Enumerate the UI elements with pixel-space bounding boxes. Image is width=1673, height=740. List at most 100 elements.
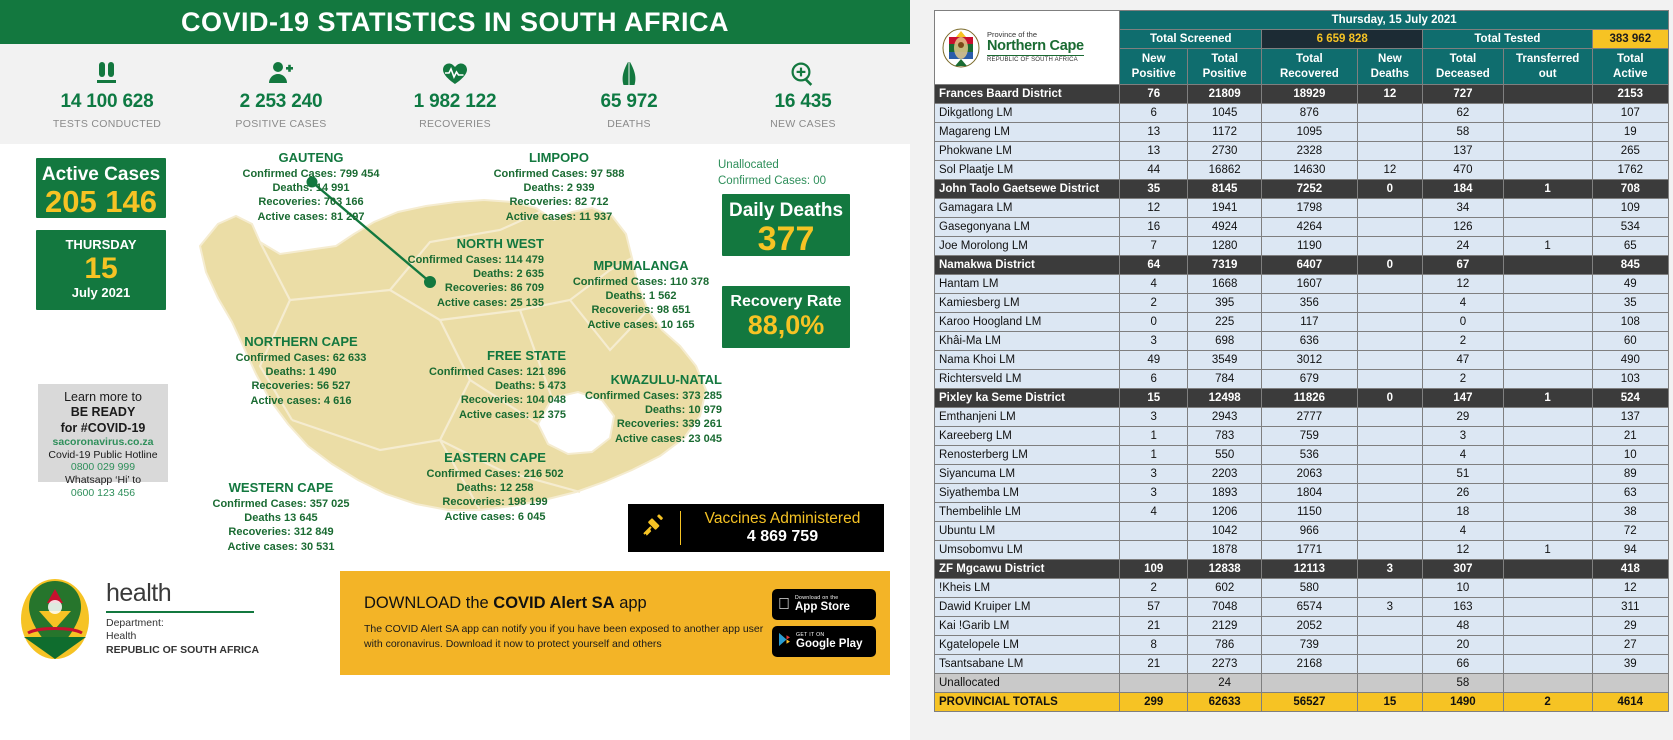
province-deaths: Deaths: 14 991 [272,182,350,195]
hotline-number: 0800 029 999 [70,461,136,474]
cell-total-positive: 4924 [1187,217,1263,237]
store-badges:  Download on the App Store GET IT ON Go… [772,589,876,657]
cell-new-positive: 3 [1119,464,1189,484]
table-row[interactable]: Nama Khoi LM 49 3549 3012 47 490 [933,350,1670,370]
cell-total-positive: 1045 [1187,103,1263,123]
province-active: Active cases: 23 045 [614,432,722,445]
app-banner-body: The COVID Alert SA app can notify you if… [364,622,764,650]
table-row[interactable]: Gasegonyana LM 16 4924 4264 126 534 [933,217,1670,237]
table-row[interactable]: !Kheis LM 2 602 580 10 12 [933,578,1670,598]
cell-total-active: 39 [1591,654,1670,674]
group-total-screened: Total Screened [1119,29,1263,49]
table-row[interactable]: Frances Baard District 76 21809 18929 12 727 2… [933,84,1670,104]
cell-transferred-out [1502,331,1593,351]
table-row[interactable]: Kamiesberg LM 2 395 356 4 35 [933,293,1670,313]
cell-new-positive: 4 [1119,502,1189,522]
map-area: Active Cases 205 146 THURSDAY 15 July 20… [0,144,910,740]
kpi-tests-conducted: 14 100 628 TESTS CONDUCTED [27,59,187,130]
table-row[interactable]: PROVINCIAL TOTALS 299 62633 56527 15 1490 2 461… [933,692,1670,712]
app-store-badge[interactable]:  Download on the App Store [772,589,876,620]
cell-transferred-out [1502,103,1593,123]
cell-transferred-out: 1 [1502,179,1593,199]
app-heading-post: app [614,593,647,612]
row-label: Richtersveld LM [933,369,1121,389]
table-row[interactable]: Kai !Garib LM 21 2129 2052 48 29 [933,616,1670,636]
cell-total-deceased: 137 [1422,141,1504,161]
province-northern-cape: NORTHERN CAPE Confirmed Cases: 62 633 De… [206,334,396,408]
cell-new-deaths: 0 [1356,179,1424,199]
health-word: health [106,578,172,607]
cell-new-deaths [1356,540,1424,560]
table-row[interactable]: Kgatelopele LM 8 786 739 20 27 [933,635,1670,655]
cell-total-recovered: 1771 [1261,540,1358,560]
table-row[interactable]: John Taolo Gaetsewe District 35 8145 7252 0 1… [933,179,1670,199]
table-row[interactable]: Emthanjeni LM 3 2943 2777 29 137 [933,407,1670,427]
cell-transferred-out [1502,255,1593,275]
cell-transferred-out [1502,84,1593,104]
table-row[interactable]: Dikgatlong LM 6 1045 876 62 107 [933,103,1670,123]
row-label: Gamagara LM [933,198,1121,218]
table-row[interactable]: Siyancuma LM 3 2203 2063 51 89 [933,464,1670,484]
cell-total-active: 49 [1591,274,1670,294]
table-row[interactable]: Unallocated 24 58 [933,673,1670,693]
table-row[interactable]: Kareeberg LM 1 783 759 3 21 [933,426,1670,446]
cell-new-deaths [1356,445,1424,465]
cell-total-deceased: 470 [1422,160,1504,180]
cell-new-positive: 21 [1119,616,1189,636]
table-row[interactable]: Namakwa District 64 7319 6407 0 67 845 [933,255,1670,275]
cell-total-deceased: 47 [1422,350,1504,370]
recovery-rate-value: 88,0% [747,310,825,340]
google-play-badge[interactable]: GET IT ON Google Play [772,626,876,657]
cell-transferred-out [1502,578,1593,598]
table-row[interactable]: Siyathemba LM 3 1893 1804 26 63 [933,483,1670,503]
praying-hands-icon [549,59,709,87]
province-recoveries: Recoveries: 82 712 [509,196,609,209]
health-dept-line1: Department: [106,616,164,629]
table-row[interactable]: Phokwane LM 13 2730 2328 137 265 [933,141,1670,161]
cell-total-positive: 1280 [1187,236,1263,256]
cell-transferred-out [1502,369,1593,389]
table-row[interactable]: Gamagara LM 12 1941 1798 34 109 [933,198,1670,218]
cell-total-recovered [1261,673,1358,693]
cell-total-positive: 21809 [1187,84,1263,104]
table-row[interactable]: Dawid Kruiper LM 57 7048 6574 3 163 311 [933,597,1670,617]
row-label: Dawid Kruiper LM [933,597,1121,617]
cell-total-active: 94 [1591,540,1670,560]
cell-total-positive: 2203 [1187,464,1263,484]
kpi-positive-cases: 2 253 240 POSITIVE CASES [201,59,361,130]
table-row[interactable]: Ubuntu LM 1042 966 4 72 [933,521,1670,541]
table-row[interactable]: Sol Plaatje LM 44 16862 14630 12 470 1762 [933,160,1670,180]
table-row[interactable]: Umsobomvu LM 1878 1771 12 1 94 [933,540,1670,560]
table-row[interactable]: Tsantsabane LM 21 2273 2168 66 39 [933,654,1670,674]
cell-new-deaths [1356,293,1424,313]
table-row[interactable]: Khâi-Ma LM 3 698 636 2 60 [933,331,1670,351]
cell-new-deaths [1356,331,1424,351]
sacoronavirus-link[interactable]: sacoronavirus.co.za [52,435,154,448]
cell-transferred-out [1502,464,1593,484]
table-row[interactable]: ZF Mgcawu District 109 12838 12113 3 307 418 [933,559,1670,579]
crest-line1: Province of the [987,30,1038,40]
table-row[interactable]: Thembelihle LM 4 1206 1150 18 38 [933,502,1670,522]
cell-total-recovered: 1150 [1261,502,1358,522]
cell-total-deceased: 62 [1422,103,1504,123]
row-label: Renosterberg LM [933,445,1121,465]
table-row[interactable]: Karoo Hoogland LM 0 225 117 0 108 [933,312,1670,332]
cell-total-positive: 2943 [1187,407,1263,427]
table-row[interactable]: Magareng LM 13 1172 1095 58 19 [933,122,1670,142]
table-row[interactable]: Pixley ka Seme District 15 12498 11826 0 147 1… [933,388,1670,408]
province-active: Active cases: 11 937 [505,210,613,223]
table-row[interactable]: Joe Morolong LM 7 1280 1190 24 1 65 [933,236,1670,256]
table-row[interactable]: Renosterberg LM 1 550 536 4 10 [933,445,1670,465]
table-row[interactable]: Hantam LM 4 1668 1607 12 49 [933,274,1670,294]
cell-new-deaths [1356,122,1424,142]
table-row[interactable]: Richtersveld LM 6 784 679 2 103 [933,369,1670,389]
cell-total-deceased: 307 [1422,559,1504,579]
cell-new-positive: 49 [1119,350,1189,370]
vaccines-label: Vaccines Administered [704,509,861,527]
province-limpopo: LIMPOPO Confirmed Cases: 97 588 Deaths: … [444,150,674,224]
province-deaths: Deaths 13 645 [244,512,318,525]
cell-transferred-out [1502,502,1593,522]
cell-transferred-out [1502,616,1593,636]
row-label: Umsobomvu LM [933,540,1121,560]
cell-new-deaths [1356,635,1424,655]
